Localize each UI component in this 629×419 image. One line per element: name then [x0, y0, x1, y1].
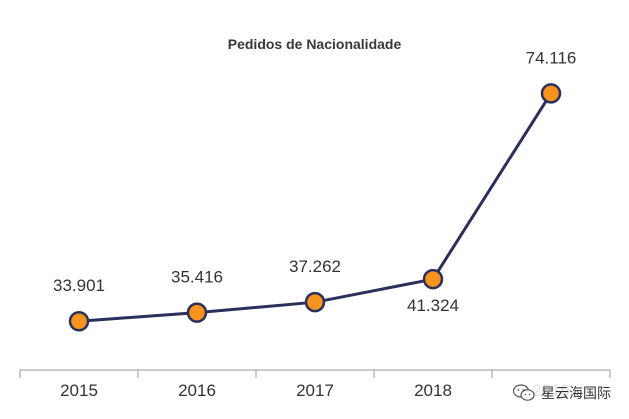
data-label-2017: 37.262	[289, 257, 341, 276]
x-tick-label-2017: 2017	[296, 381, 334, 400]
data-labels: 33.901 35.416 37.262 41.324 74.116	[53, 48, 576, 315]
series-line	[78, 92, 553, 323]
wechat-icon	[513, 384, 535, 401]
data-points	[68, 83, 562, 332]
watermark-text: 星云海国际	[541, 386, 611, 402]
data-point-2019	[540, 83, 562, 104]
data-label-2019: 74.116	[526, 48, 577, 67]
x-tick-label-2016: 2016	[178, 381, 216, 400]
data-point-2018	[422, 268, 444, 290]
x-tick-label-2018: 2018	[414, 381, 452, 400]
data-label-2018: 41.324	[407, 296, 459, 315]
data-label-2016: 35.416	[171, 268, 223, 287]
watermark: 星云海国际	[509, 381, 615, 405]
data-point-2016	[186, 302, 208, 323]
data-point-2015	[68, 310, 90, 332]
x-tick-label-2015: 2015	[60, 381, 98, 400]
data-label-2015: 33.901	[53, 276, 105, 295]
data-point-2017	[304, 291, 326, 313]
chart-title: Pedidos de Nacionalidade	[227, 36, 402, 52]
series-line-group	[78, 92, 553, 323]
